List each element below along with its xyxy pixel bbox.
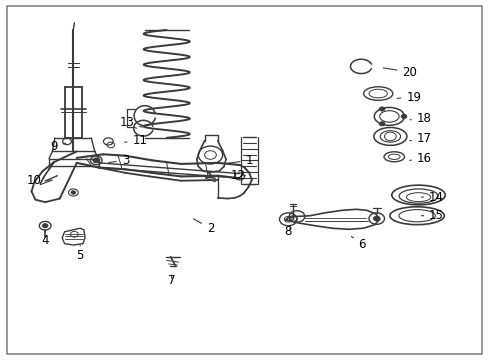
- Circle shape: [42, 224, 48, 228]
- Text: 13: 13: [119, 116, 142, 129]
- Text: 6: 6: [351, 237, 365, 251]
- Text: 8: 8: [284, 225, 291, 238]
- Text: 12: 12: [231, 169, 245, 182]
- Circle shape: [372, 216, 379, 221]
- Circle shape: [93, 158, 100, 163]
- Text: 9: 9: [50, 140, 66, 153]
- Text: 11: 11: [124, 134, 147, 147]
- Text: 19: 19: [396, 91, 420, 104]
- Text: 2: 2: [193, 219, 214, 235]
- Text: 20: 20: [383, 66, 416, 78]
- Text: 1: 1: [225, 154, 253, 167]
- Text: 18: 18: [409, 112, 431, 125]
- Circle shape: [400, 114, 406, 118]
- Text: 17: 17: [409, 132, 431, 145]
- Text: 10: 10: [27, 174, 50, 186]
- Text: 14: 14: [421, 191, 443, 204]
- Circle shape: [71, 191, 76, 194]
- Text: 5: 5: [76, 245, 83, 261]
- Circle shape: [378, 122, 384, 126]
- Text: 4: 4: [41, 231, 49, 247]
- Text: 3: 3: [108, 154, 129, 167]
- Text: 15: 15: [421, 209, 443, 222]
- Circle shape: [378, 107, 384, 111]
- Text: 16: 16: [409, 152, 431, 165]
- Text: 7: 7: [167, 274, 175, 287]
